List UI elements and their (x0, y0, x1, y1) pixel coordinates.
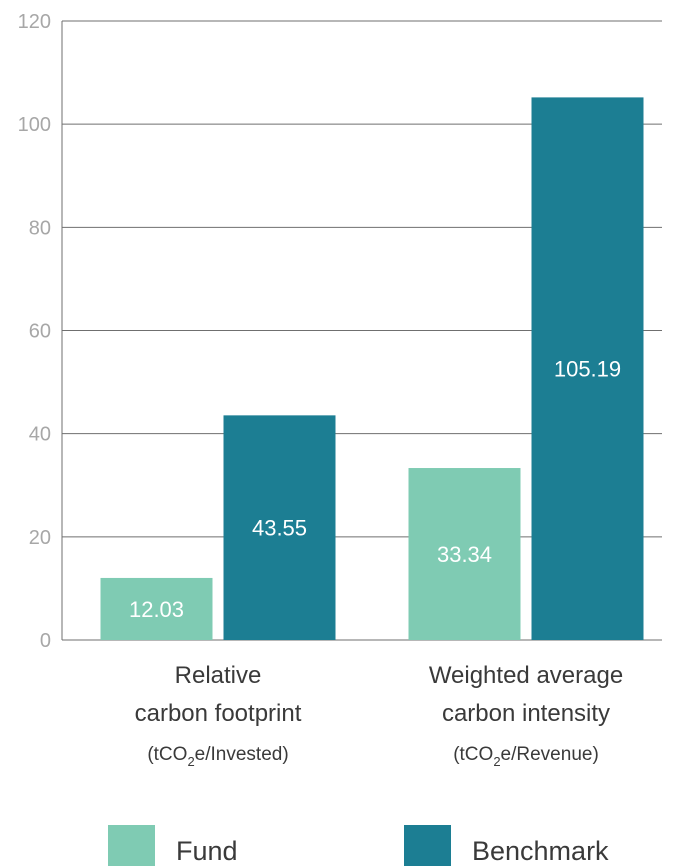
legend-swatch-benchmark (404, 825, 451, 866)
legend-swatch-fund (108, 825, 155, 866)
y-tick-label: 120 (18, 11, 51, 33)
category-label: carbon intensity (442, 700, 610, 727)
legend-label: Benchmark (472, 836, 609, 866)
y-tick-label: 80 (29, 217, 51, 239)
data-label: 43.55 (252, 516, 307, 541)
bar-benchmark (223, 415, 336, 640)
y-tick-label: 100 (18, 114, 51, 136)
category-unit: (tCO2e/Revenue) (453, 744, 599, 769)
bar-benchmark (531, 97, 644, 641)
category-unit: (tCO2e/Invested) (147, 744, 288, 769)
bar-fund (408, 468, 521, 640)
data-label: 105.19 (554, 357, 621, 382)
legend-label: Fund (176, 836, 238, 866)
category-label: carbon footprint (135, 700, 302, 727)
category-label: Weighted average (429, 662, 623, 689)
y-tick-label: 40 (29, 424, 51, 446)
category-label: Relative (175, 662, 262, 689)
data-label: 33.34 (437, 542, 492, 567)
y-tick-label: 0 (40, 630, 51, 652)
y-tick-label: 20 (29, 527, 51, 549)
y-tick-label: 60 (29, 321, 51, 343)
bar-fund (100, 577, 213, 640)
data-label: 12.03 (129, 597, 184, 622)
